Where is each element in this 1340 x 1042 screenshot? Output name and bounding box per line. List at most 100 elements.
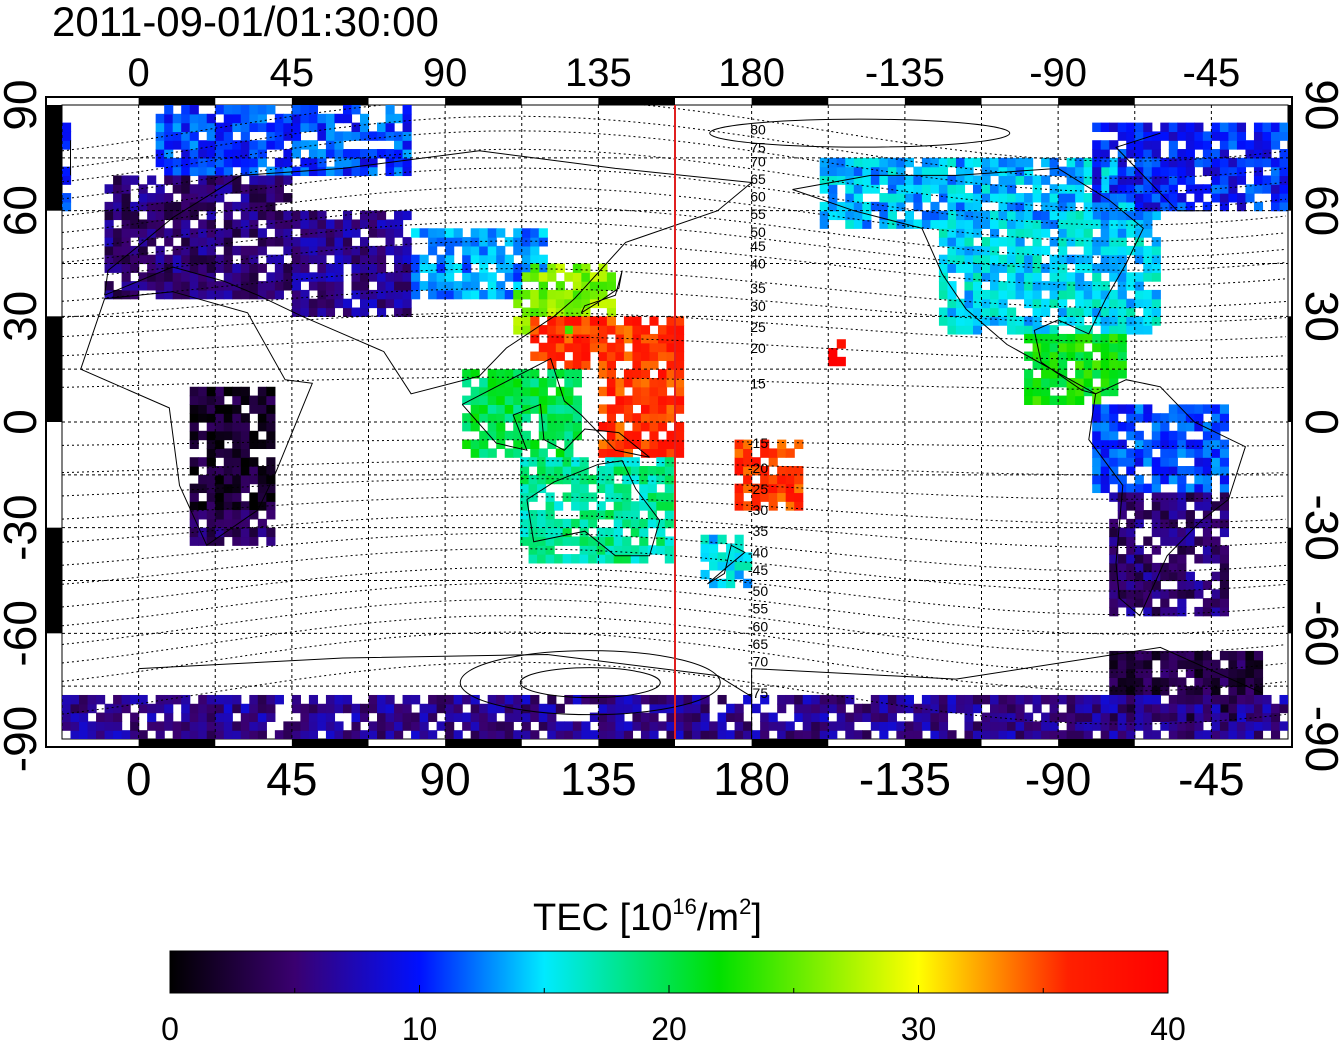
x-tick-label-bottom: 180	[713, 753, 790, 805]
frame-scale-bar	[445, 97, 522, 105]
frame-scale-bar	[751, 97, 829, 105]
coastline	[104, 150, 753, 395]
mlat-contour	[62, 439, 1287, 447]
map-axes: 0 0 45 45 90 90 135 135 180 180 -135 -135 -90 -90 -45 -…	[0, 51, 1340, 805]
y-tick-label-right: -90	[1296, 706, 1340, 772]
frame-scale-bar	[1288, 527, 1292, 634]
coastline	[707, 544, 746, 585]
mlat-contour-labels: 8075706560555045403530252015-15-20-25-30…	[748, 122, 768, 702]
mlat-contour-label: -60	[748, 618, 768, 634]
coastline	[80, 291, 314, 547]
x-tick-label-bottom: 90	[420, 753, 471, 805]
mlat-contour-label: 75	[750, 139, 766, 155]
colorbar-ticks: 0 10 20 30 40	[161, 985, 1186, 1042]
mlat-contour-label: -50	[748, 583, 768, 599]
tec-region	[520, 457, 674, 564]
colorbar-label-main: TEC [10	[533, 897, 672, 939]
tec-region	[1092, 404, 1230, 494]
tec-region	[1024, 333, 1127, 405]
frame-scale-bar	[138, 97, 216, 105]
mlat-contour-label: -65	[748, 636, 768, 652]
mlat-contour-label: 25	[750, 319, 766, 335]
mlat-contour	[62, 240, 1287, 287]
frame-scale-bar	[445, 739, 522, 747]
frame-scale-bar	[904, 739, 982, 747]
x-tick-label-top: 180	[718, 51, 785, 95]
mlat-contour-label: -35	[748, 523, 768, 539]
frame-scale-bar	[46, 105, 62, 211]
mlat-contour-label: -75	[748, 685, 768, 701]
south-pole-oval	[459, 650, 721, 716]
x-tick-label-bottom: 135	[560, 753, 637, 805]
mlat-contour-label: -20	[748, 460, 768, 476]
mlat-contour	[62, 567, 1287, 616]
colorbar-label-end: ]	[751, 897, 762, 939]
coastline	[1088, 379, 1247, 617]
colorbar-tick-label: 20	[651, 1011, 687, 1042]
tec-region	[462, 369, 582, 458]
x-tick-label-top: 135	[565, 51, 632, 95]
mlat-contour	[62, 205, 1287, 258]
y-tick-label-right: 60	[1296, 185, 1340, 236]
mlat-contour-label: -55	[748, 601, 768, 617]
tec-region	[189, 510, 276, 546]
mlat-contour	[62, 582, 1287, 635]
frame-scale-bar	[138, 739, 216, 747]
mlat-contour-label: 80	[750, 122, 766, 138]
x-tick-label-bottom: -135	[859, 753, 951, 805]
y-tick-label-left: 30	[0, 291, 46, 342]
coastlines	[70, 132, 1263, 739]
y-tick-label-left: 60	[0, 185, 46, 236]
y-tick-label-right: 0	[1296, 409, 1340, 435]
colorbar-label-exponent: 16	[672, 894, 696, 919]
coastline	[461, 357, 650, 458]
frame-scale-bar	[1058, 97, 1135, 105]
y-tick-label-right: 30	[1296, 291, 1340, 342]
x-tick-label-top: 90	[423, 51, 468, 95]
mlat-contour-label: 50	[750, 224, 766, 240]
mlat-contour	[62, 336, 1287, 360]
colorbar-tick-label: 30	[901, 1011, 937, 1042]
coastline	[526, 460, 661, 557]
south-pole-oval	[519, 667, 661, 699]
mlat-contour-label: 40	[750, 256, 766, 272]
colorbar-label-unit: /m	[697, 897, 739, 939]
x-tick-label-top: 45	[270, 51, 315, 95]
tec-region	[155, 105, 412, 177]
mlat-contour-label: -70	[748, 654, 768, 670]
north-pole-oval	[709, 118, 1011, 148]
colorbar-tick-label: 10	[402, 1011, 438, 1042]
frame-scale-bar	[598, 97, 675, 105]
tec-region	[1109, 492, 1230, 617]
colorbar-tick-label: 0	[161, 1011, 179, 1042]
frame-scale-bar	[904, 97, 982, 105]
tec-region	[291, 210, 412, 317]
x-tick-label-bottom: -90	[1025, 753, 1091, 805]
tec-region	[938, 210, 1161, 335]
mlat-contour-label: 35	[750, 280, 766, 296]
x-tick-label-top: -90	[1029, 51, 1087, 95]
mlat-contour-label: 15	[750, 375, 766, 391]
frame-scale-bar	[1058, 739, 1135, 747]
frame-scale-bar	[1288, 105, 1292, 211]
mlat-contour	[62, 496, 1287, 524]
y-tick-label-right: 90	[1296, 79, 1340, 130]
x-tick-label-top: -45	[1182, 51, 1240, 95]
chart-title: 2011-09-01/01:30:00	[52, 0, 439, 45]
mlat-contour	[62, 376, 1287, 390]
mlat-contour	[62, 478, 1287, 500]
tec-region	[828, 339, 846, 367]
x-tick-label-top: -135	[865, 51, 945, 95]
x-tick-label-bottom: 0	[126, 753, 152, 805]
mlat-contour-label: 65	[750, 171, 766, 187]
colorbar-label: TEC [1016/m2]	[533, 894, 762, 939]
tec-region	[104, 175, 293, 300]
tec-region	[530, 316, 599, 370]
y-tick-label-left: -60	[0, 600, 46, 666]
mlat-contour-label: 45	[750, 238, 766, 254]
mlat-contour-label: 70	[750, 153, 766, 169]
frame-scale-bar	[291, 739, 369, 747]
mlat-contour-label: 60	[750, 189, 766, 205]
mlat-contour-label: 30	[750, 298, 766, 314]
